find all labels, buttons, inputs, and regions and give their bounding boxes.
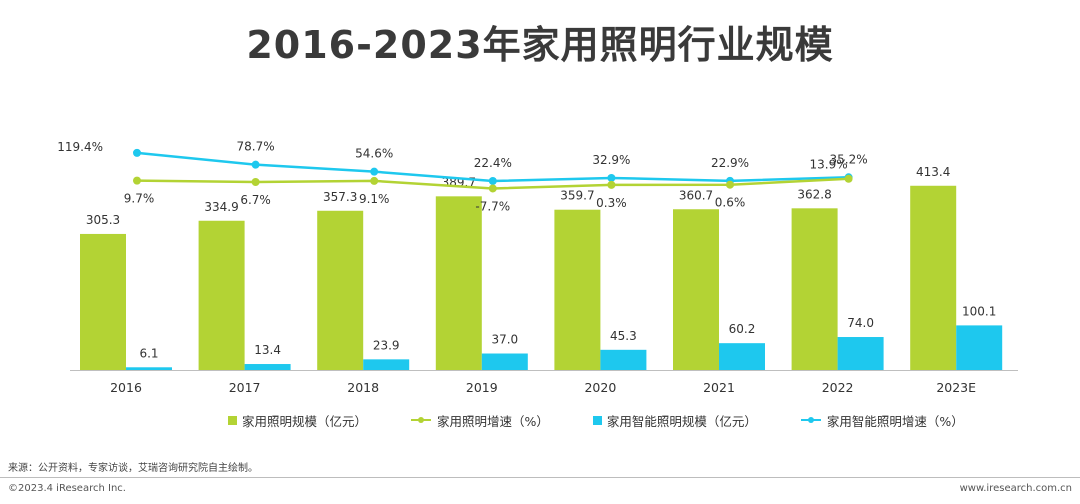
- bar-label-smart-lighting-scale: 60.2: [729, 322, 756, 336]
- lighting-growth-label: 0.3%: [596, 196, 627, 210]
- source-note: 来源：公开资料，专家访谈，艾瑞咨询研究院自主绘制。: [8, 463, 258, 474]
- x-tick-label: 2020: [584, 380, 616, 395]
- legend-label: 家用智能照明规模（亿元）: [606, 413, 757, 429]
- bar-lighting-scale: [198, 220, 245, 370]
- page-title: 2016-2023年家用照明行业规模: [246, 23, 834, 67]
- bar-label-smart-lighting-scale: 74.0: [847, 316, 874, 330]
- legend-swatch-blue-bar: [592, 415, 602, 425]
- bar-lighting-scale: [910, 185, 957, 370]
- smart-lighting-growth-label: 78.7%: [237, 140, 275, 154]
- lighting-growth-label: 0.6%: [715, 196, 746, 210]
- legend-swatch-green-bar: [228, 415, 237, 425]
- bar-label-smart-lighting-scale: 37.0: [491, 333, 518, 347]
- smart-lighting-growth-label: 54.6%: [355, 147, 393, 161]
- x-tick-label: 2021: [703, 380, 735, 395]
- lighting-growth-point: [607, 180, 616, 189]
- legend-item-lighting-growth: 家用照明增速（%）: [411, 411, 549, 430]
- lighting-growth-label: 9.7%: [124, 192, 155, 206]
- lighting-growth-point: [844, 174, 853, 183]
- legend-label: 家用智能照明增速（%）: [826, 413, 964, 429]
- lighting-growth-point: [488, 184, 497, 193]
- x-tick-label: 2018: [347, 380, 379, 395]
- bar-lighting-scale: [317, 210, 364, 370]
- smart-lighting-growth-label: 35.2%: [830, 152, 868, 166]
- x-tick-label: 2023E: [936, 380, 976, 395]
- bar-smart-lighting-scale: [719, 343, 765, 370]
- bar-label-smart-lighting-scale: 45.3: [610, 329, 637, 343]
- bar-smart-lighting-scale: [837, 337, 884, 370]
- bar-smart-lighting-scale: [956, 325, 1003, 370]
- smart-lighting-growth-point: [370, 167, 379, 176]
- x-tick-label: 2016: [110, 380, 142, 395]
- smart-lighting-growth-point: [133, 148, 141, 157]
- smart-lighting-growth-point: [607, 173, 616, 182]
- legend-label: 家用照明增速（%）: [437, 413, 549, 429]
- bar-label-lighting-scale: 305.3: [86, 213, 120, 227]
- lighting-growth-point: [726, 180, 734, 189]
- legend-item-smart-lighting-scale: 家用智能照明规模（亿元）: [592, 411, 757, 430]
- bar-lighting-scale: [80, 233, 126, 370]
- bar-label-lighting-scale: 360.7: [679, 188, 713, 202]
- lighting-growth-label: -7.7%: [475, 199, 510, 213]
- lighting-growth-point: [370, 176, 379, 185]
- lighting-growth-label: 6.7%: [240, 193, 271, 207]
- lighting-growth-point: [251, 177, 260, 186]
- bar-label-smart-lighting-scale: 13.4: [254, 343, 281, 357]
- bar-lighting-scale: [673, 209, 719, 370]
- website-text: www.iresearch.com.cn: [959, 483, 1072, 494]
- footer-divider: [0, 477, 1080, 478]
- x-tick-label: 2019: [466, 380, 498, 395]
- copyright-text: ©2023.4 iResearch Inc.: [8, 483, 126, 494]
- bar-label-lighting-scale: 334.9: [204, 200, 238, 214]
- smart-lighting-growth-label: 22.4%: [474, 156, 512, 170]
- chart-legend: 家用照明规模（亿元） 家用照明增速（%） 家用智能照明规模（亿元） 家用智能照明…: [228, 410, 964, 430]
- bar-smart-lighting-scale: [600, 349, 647, 370]
- lighting-growth-label: 9.1%: [359, 192, 390, 206]
- bar-label-lighting-scale: 357.3: [323, 190, 357, 204]
- smart-lighting-growth-label: 32.9%: [592, 153, 630, 167]
- smart-lighting-growth-point: [251, 160, 260, 169]
- x-tick-label: 2022: [822, 380, 854, 395]
- legend-swatch-blue-line: [800, 417, 821, 423]
- legend-item-smart-lighting-growth: 家用智能照明增速（%）: [800, 411, 964, 430]
- bar-smart-lighting-scale: [126, 367, 172, 370]
- bar-label-smart-lighting-scale: 6.1: [139, 346, 158, 360]
- smart-lighting-growth-point: [488, 177, 497, 185]
- bar-label-lighting-scale: 359.7: [560, 189, 594, 203]
- bar-label-lighting-scale: 362.8: [797, 187, 831, 201]
- legend-label: 家用照明规模（亿元）: [242, 413, 368, 429]
- bar-lighting-scale: [554, 209, 601, 370]
- bar-lighting-scale: [435, 196, 482, 370]
- bar-smart-lighting-scale: [244, 364, 291, 370]
- bar-label-smart-lighting-scale: 23.9: [373, 338, 400, 352]
- bar-label-smart-lighting-scale: 100.1: [962, 304, 996, 318]
- x-tick-label: 2017: [229, 380, 261, 395]
- smart-lighting-growth-label: 22.9%: [711, 156, 749, 170]
- legend-item-lighting-scale: 家用照明规模（亿元）: [228, 411, 367, 430]
- bar-lighting-scale: [791, 208, 838, 370]
- lighting-growth-label: 13.9%: [810, 158, 848, 172]
- lighting-growth-point: [133, 176, 141, 185]
- smart-lighting-growth-label: 119.4%: [57, 140, 103, 154]
- bar-smart-lighting-scale: [481, 353, 528, 370]
- bar-label-lighting-scale: 413.4: [916, 165, 950, 179]
- legend-swatch-green-line: [411, 417, 432, 423]
- bar-smart-lighting-scale: [363, 359, 410, 370]
